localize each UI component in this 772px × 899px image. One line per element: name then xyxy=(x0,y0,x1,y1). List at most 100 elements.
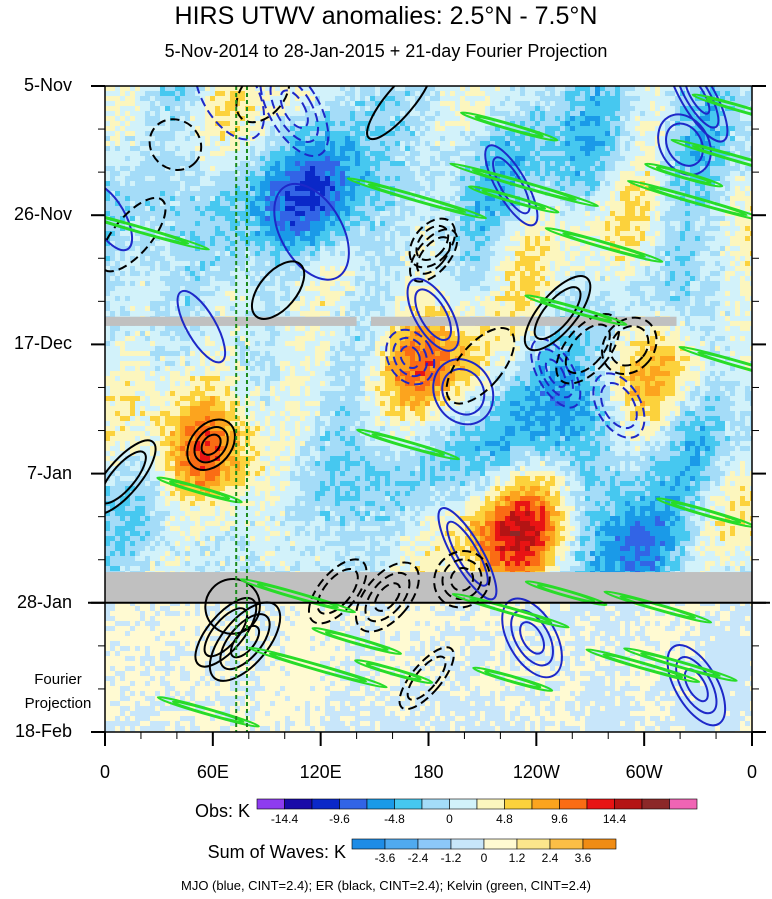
field-cell xyxy=(150,206,156,212)
field-cell xyxy=(385,216,391,222)
field-cell xyxy=(190,226,196,232)
field-cell xyxy=(165,136,171,142)
field-cell xyxy=(120,121,126,127)
field-cell xyxy=(655,146,661,152)
field-cell xyxy=(110,161,116,167)
field-cell xyxy=(265,181,271,187)
field-cell xyxy=(140,196,146,202)
field-cell xyxy=(610,106,616,112)
field-cell xyxy=(635,261,641,267)
anomaly-field xyxy=(105,86,752,732)
field-cell xyxy=(670,96,676,102)
field-cell xyxy=(255,216,261,222)
field-cell xyxy=(530,171,536,177)
field-cell xyxy=(495,141,501,147)
field-cell xyxy=(600,141,606,147)
field-cell xyxy=(380,101,386,107)
field-cell xyxy=(655,271,661,277)
field-cell xyxy=(650,151,656,157)
field-cell xyxy=(635,191,641,197)
field-cell xyxy=(105,256,111,262)
field-cell xyxy=(650,256,656,262)
field-cell xyxy=(420,181,426,187)
field-cell xyxy=(640,246,646,252)
field-cell xyxy=(265,96,271,102)
field-cell xyxy=(570,156,576,162)
field-cell xyxy=(145,86,151,92)
field-cell xyxy=(455,166,461,172)
field-cell xyxy=(115,116,121,122)
field-cell xyxy=(205,126,211,132)
field-cell xyxy=(605,171,611,177)
field-cell xyxy=(350,261,356,267)
field-cell xyxy=(370,271,376,277)
field-cell xyxy=(350,131,356,137)
field-cell xyxy=(480,226,486,232)
field-cell xyxy=(425,141,431,147)
field-cell xyxy=(215,246,221,252)
field-cell xyxy=(275,121,281,127)
field-cell xyxy=(425,116,431,122)
field-cell xyxy=(155,106,161,112)
field-cell xyxy=(490,151,496,157)
field-cell xyxy=(385,251,391,257)
field-cell xyxy=(205,256,211,262)
field-cell xyxy=(325,191,331,197)
field-cell xyxy=(560,116,566,122)
field-cell xyxy=(250,176,256,182)
field-cell xyxy=(430,161,436,167)
field-cell xyxy=(220,231,226,237)
field-cell xyxy=(250,106,256,112)
field-cell xyxy=(340,121,346,127)
field-cell xyxy=(505,236,511,242)
field-cell xyxy=(585,226,591,232)
field-cell xyxy=(285,206,291,212)
field-cell xyxy=(140,96,146,102)
field-cell xyxy=(300,141,306,147)
field-cell xyxy=(350,266,356,272)
field-cell xyxy=(635,161,641,167)
field-cell xyxy=(335,196,341,202)
field-cell xyxy=(515,191,521,197)
field-cell xyxy=(560,106,566,112)
field-cell xyxy=(475,136,481,142)
field-cell xyxy=(335,101,341,107)
field-cell xyxy=(345,131,351,137)
field-cell xyxy=(135,126,141,132)
field-cell xyxy=(445,91,451,97)
field-cell xyxy=(285,276,291,282)
field-cell xyxy=(685,131,691,137)
field-cell xyxy=(735,136,741,142)
field-cell xyxy=(275,91,281,97)
field-cell xyxy=(605,236,611,242)
field-cell xyxy=(500,266,506,272)
field-cell xyxy=(320,196,326,202)
field-cell xyxy=(660,171,666,177)
field-cell xyxy=(255,196,261,202)
field-cell xyxy=(585,181,591,187)
field-cell xyxy=(610,111,616,117)
field-cell xyxy=(330,211,336,217)
field-cell xyxy=(130,116,136,122)
field-cell xyxy=(670,261,676,267)
field-cell xyxy=(300,201,306,207)
field-cell xyxy=(225,186,231,192)
field-cell xyxy=(265,86,271,92)
field-cell xyxy=(115,201,121,207)
field-cell xyxy=(320,141,326,147)
field-cell xyxy=(630,186,636,192)
field-cell xyxy=(315,221,321,227)
field-cell xyxy=(455,91,461,97)
field-cell xyxy=(720,256,726,262)
field-cell xyxy=(400,141,406,147)
field-cell xyxy=(610,86,616,92)
field-cell xyxy=(360,256,366,262)
field-cell xyxy=(415,166,421,172)
field-cell xyxy=(520,241,526,247)
field-cell xyxy=(680,226,686,232)
field-cell xyxy=(515,96,521,102)
field-cell xyxy=(485,206,491,212)
field-cell xyxy=(520,141,526,147)
field-cell xyxy=(375,86,381,92)
field-cell xyxy=(410,111,416,117)
